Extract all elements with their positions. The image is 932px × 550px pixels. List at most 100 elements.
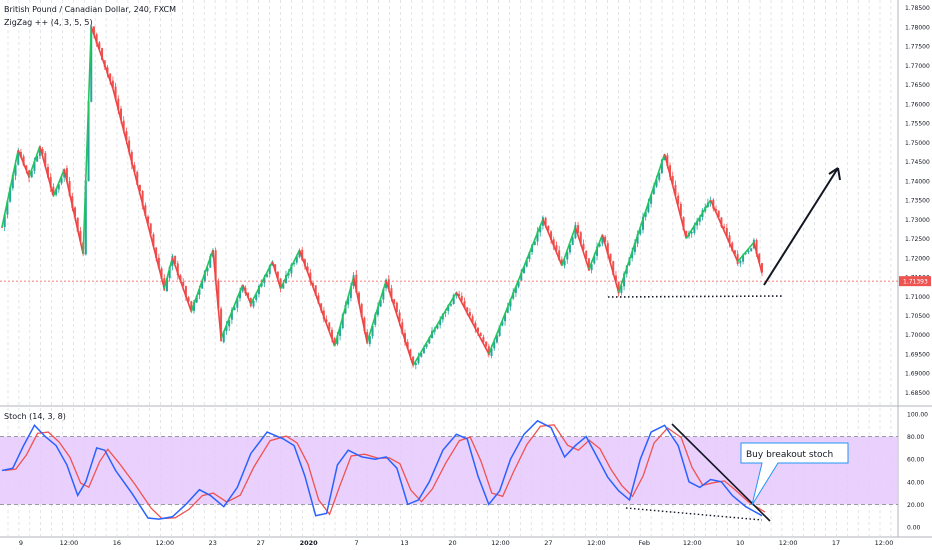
candle-body: [398, 312, 401, 322]
candle-body: [282, 283, 285, 289]
candle-body: [658, 172, 661, 180]
time-tick-label: 23: [209, 539, 217, 547]
candle-body: [420, 352, 423, 357]
time-tick-label: 13: [400, 539, 408, 547]
candle-body: [25, 165, 28, 171]
candle-body: [325, 319, 328, 322]
candle-body: [257, 285, 260, 295]
candle-body: [609, 253, 612, 262]
candle-body: [712, 199, 715, 209]
candle-body: [571, 237, 574, 246]
candle-body: [328, 322, 331, 331]
zigzag-segment: [298, 249, 336, 347]
candle-body: [487, 346, 490, 356]
zigzag-segment: [588, 234, 604, 270]
zigzag-segment: [90, 26, 114, 89]
candle-body: [349, 286, 352, 299]
zigzag-segment: [220, 284, 244, 339]
current-price-badge: [899, 276, 931, 287]
candle-body: [468, 312, 471, 316]
candle-body: [28, 170, 31, 178]
stoch-tick-label: 40.00: [907, 479, 924, 486]
candle-body: [120, 108, 123, 120]
candle-body: [230, 309, 233, 320]
candle-body: [406, 342, 409, 349]
candle-body: [514, 286, 517, 293]
time-tick-label: 12:00: [875, 539, 894, 547]
candle-body: [155, 247, 158, 258]
axes: 1.78500 1.78000 1.77500 1.77000 1.76500 1.760…: [19, 5, 931, 547]
time-tick-label: 12:00: [683, 539, 702, 547]
candle-body: [633, 242, 636, 253]
time-tick-label: 27: [257, 539, 265, 547]
zigzag-segment: [737, 241, 755, 263]
candle-body: [382, 288, 385, 300]
candle-body: [447, 305, 450, 312]
candle-body: [125, 131, 128, 141]
candle-body: [44, 153, 47, 167]
candle-body: [157, 257, 160, 268]
price-tick-label: 1.74500: [905, 159, 930, 166]
candle-body: [87, 101, 90, 182]
candle-body: [339, 327, 342, 336]
candle-body: [333, 338, 336, 344]
candle-body: [417, 356, 420, 363]
candle-body: [298, 250, 301, 258]
candle-body: [560, 259, 563, 266]
candle-body: [60, 177, 63, 184]
zigzag-indicator-label: ZigZag ++ (4, 3, 5, 5): [4, 18, 93, 27]
price-tick-label: 1.71000: [905, 294, 930, 301]
candle-body: [366, 332, 369, 344]
symbol-title: British Pound / Canadian Dollar, 240, FX…: [4, 5, 176, 14]
candle-body: [36, 155, 39, 162]
candle-body: [660, 159, 663, 174]
candle-body: [725, 228, 728, 237]
candle-body: [90, 26, 93, 102]
candle-body: [114, 86, 117, 100]
candle-body: [133, 165, 136, 172]
stoch-descending-trendline: [671, 423, 771, 522]
candle-body: [631, 251, 634, 259]
zigzag-segment: [190, 249, 214, 312]
candle-body: [617, 281, 620, 294]
stoch-tick-label: 0.00: [907, 525, 921, 532]
candle-body: [439, 319, 442, 325]
candle-body: [544, 217, 547, 227]
zigzag-segment: [212, 250, 222, 339]
candle-body: [466, 307, 469, 312]
candle-body: [758, 253, 761, 263]
stoch-tick-label: 100.00: [907, 412, 928, 419]
candle-body: [368, 335, 371, 344]
candle-body: [593, 256, 596, 264]
candle-body: [379, 299, 382, 307]
candle-body: [566, 251, 569, 260]
candle-body: [306, 266, 309, 272]
candle-body: [682, 217, 685, 231]
zigzag-segment: [366, 280, 387, 343]
candle-body: [739, 261, 742, 264]
candle-body: [522, 266, 525, 274]
candle-body: [149, 223, 152, 234]
candle-body: [452, 295, 455, 304]
candle-body: [239, 290, 242, 299]
candle-body: [106, 67, 109, 74]
candle-body: [463, 301, 466, 308]
candle-body: [247, 292, 250, 298]
candle-body: [117, 98, 120, 110]
stoch-lower-trendline: [625, 507, 763, 521]
zigzag-lines: [1, 26, 763, 366]
zigzag-segment: [574, 226, 590, 270]
candle-body: [598, 243, 601, 247]
stoch-tick-label: 20.00: [907, 502, 924, 509]
stoch-lines: [1, 419, 766, 520]
candle-body: [371, 325, 374, 336]
zigzag-segment: [352, 276, 368, 343]
zigzag-segment: [28, 145, 41, 178]
candle-body: [217, 280, 220, 309]
zigzag-segment: [1, 149, 20, 228]
time-tick-label: 12:00: [155, 539, 174, 547]
candle-body: [436, 324, 439, 329]
candle-body: [1, 226, 3, 228]
candle-body: [623, 273, 626, 287]
